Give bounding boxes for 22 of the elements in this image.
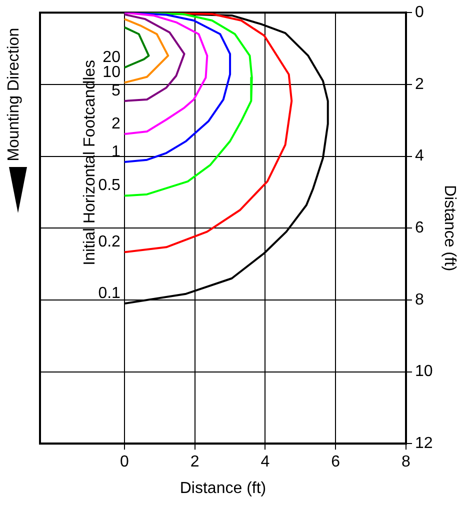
y-tick-label: 6 bbox=[415, 220, 424, 237]
y-tick-label: 2 bbox=[415, 76, 424, 93]
x-tick-label: 8 bbox=[402, 454, 411, 471]
y-axis-title: Distance (ft) bbox=[440, 184, 458, 272]
series-label: 0.5 bbox=[98, 177, 121, 194]
series-label: 20 bbox=[102, 48, 121, 66]
x-tick-label: 0 bbox=[120, 454, 130, 471]
y-tick-label: 12 bbox=[415, 435, 433, 452]
y-tick-label: 4 bbox=[415, 148, 424, 165]
y-tick-label: 0 bbox=[415, 4, 424, 22]
x-tick-label: 6 bbox=[331, 454, 340, 471]
annotation: Initial Horizontal Footcandles bbox=[81, 60, 98, 266]
x-tick-label: 2 bbox=[190, 454, 200, 471]
series-label: 10 bbox=[102, 64, 121, 82]
series-label: 2 bbox=[112, 115, 121, 132]
x-axis-title: Distance (ft) bbox=[180, 480, 266, 497]
x-tick-label: 4 bbox=[260, 454, 270, 471]
y-tick-label: 10 bbox=[415, 363, 433, 380]
text: Mounting Direction bbox=[5, 28, 22, 162]
y-tick-label: 8 bbox=[415, 291, 424, 308]
series-label: 0.1 bbox=[98, 284, 121, 302]
series-label: 0.2 bbox=[98, 234, 121, 251]
